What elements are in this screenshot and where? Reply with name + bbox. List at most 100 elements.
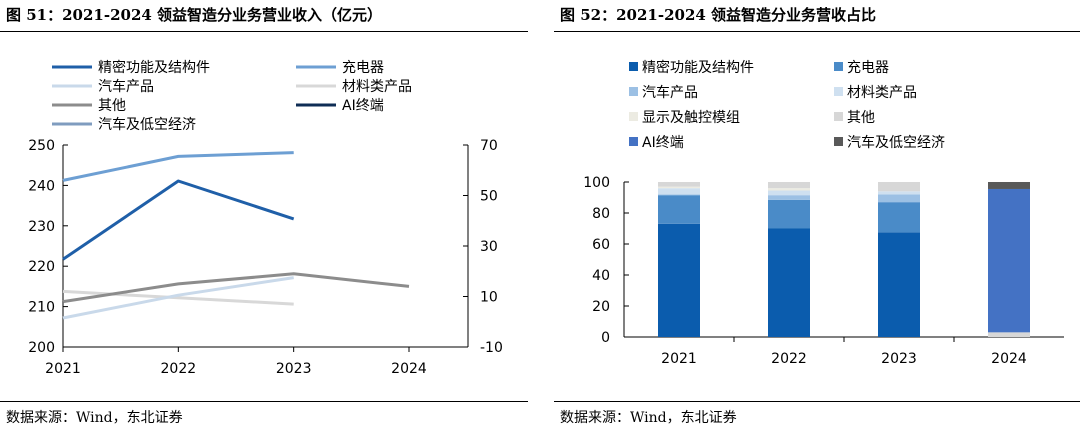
y-tick-label: 0 [601, 330, 610, 346]
legend-label: 精密功能及结构件 [642, 59, 754, 76]
legend-item: 材料类产品 [834, 85, 917, 101]
legend-label: 其他 [847, 110, 875, 126]
x-tick-label: 2024 [991, 351, 1027, 367]
x-tick-label: 2023 [881, 351, 917, 367]
series-line [62, 289, 294, 306]
y-tick-label: 80 [592, 206, 610, 222]
legend-label: AI终端 [642, 135, 684, 151]
legend-label: 充电器 [847, 60, 889, 76]
bar-segment [768, 188, 810, 191]
y-tick-label: 60 [592, 237, 610, 253]
top-rule [554, 31, 1080, 32]
legend-item: 显示及触控模组 [629, 110, 740, 126]
legend-swatch [629, 62, 638, 71]
legend-item: 汽车及低空经济 [834, 134, 945, 151]
legend-label: AI终端 [342, 98, 384, 114]
data-source: 数据来源：Wind，东北证券 [6, 410, 183, 426]
right-figure: 图 52：2021-2024 领益智造分业务营收占比 精密功能及结构件 充电器汽车… [554, 0, 1080, 431]
y-right-tick-label: 50 [480, 189, 498, 205]
x-tick-label: 2024 [391, 361, 427, 377]
legend-swatch [629, 112, 638, 121]
legend-label: 精密功能及结构件 [98, 59, 210, 76]
legend-item: 汽车产品 [629, 84, 698, 101]
legend-swatch [629, 137, 638, 146]
legend-swatch [629, 87, 638, 96]
bar-segment [878, 182, 920, 192]
legend-label: 其他 [98, 98, 126, 114]
y-right-tick-label: 70 [480, 138, 498, 154]
legend-item: 充电器 [296, 60, 384, 76]
y-tick-label: 40 [592, 268, 610, 284]
y-left-tick-label: 230 [28, 219, 55, 235]
series-line [62, 276, 294, 320]
bar-segment [658, 186, 700, 189]
bar-segment [878, 202, 920, 233]
y-left-tick-label: 250 [28, 138, 55, 154]
bar-segment [988, 182, 1030, 189]
bar-segment [988, 332, 1030, 337]
legend-item: 精密功能及结构件 [52, 59, 210, 76]
legend-item: 充电器 [834, 60, 889, 76]
bar-segment [988, 188, 1030, 333]
bar-segment [878, 194, 920, 203]
legend-item: 其他 [834, 110, 875, 126]
legend-item: AI终端 [629, 135, 684, 151]
y-left-tick-label: 220 [28, 259, 55, 275]
legend-swatch [834, 62, 843, 71]
y-left-tick-label: 210 [28, 300, 55, 316]
legend-swatch [834, 87, 843, 96]
x-tick-label: 2022 [161, 361, 197, 377]
legend-label: 汽车及低空经济 [847, 134, 945, 151]
figure-title: 图 51：2021-2024 领益智造分业务营业收入（亿元） [6, 6, 383, 24]
series-line [62, 179, 295, 261]
x-tick-label: 2021 [45, 361, 81, 377]
y-left-tick-label: 200 [28, 340, 55, 356]
legend-label: 材料类产品 [847, 85, 917, 101]
bar-segment [768, 195, 810, 200]
legend-label: 材料类产品 [342, 79, 412, 95]
legend-item: 材料类产品 [296, 79, 412, 95]
bar-segment [768, 182, 810, 189]
y-right-tick-label: 10 [480, 290, 498, 306]
legend-label: 显示及触控模组 [642, 110, 740, 126]
legend-swatch [834, 112, 843, 121]
data-source: 数据来源：Wind，东北证券 [560, 410, 737, 426]
bar-segment [878, 191, 920, 195]
legend-label: 汽车产品 [98, 78, 154, 95]
legend-item: 精密功能及结构件 [629, 59, 754, 76]
series-line [62, 272, 410, 304]
x-tick-label: 2022 [771, 351, 807, 367]
legend-swatch [834, 137, 843, 146]
bar-segment [658, 188, 700, 195]
y-tick-label: 100 [583, 175, 610, 191]
bar-segment [768, 199, 810, 229]
legend-label: 汽车及低空经济 [98, 116, 196, 133]
series-line [62, 151, 294, 182]
y-left-tick-label: 240 [28, 178, 55, 194]
y-tick-label: 20 [592, 299, 610, 315]
legend-label: 汽车产品 [642, 84, 698, 101]
x-tick-label: 2021 [661, 351, 697, 367]
bar-segment [658, 195, 700, 224]
bar-segment [658, 182, 700, 187]
bar-segment [878, 232, 920, 337]
legend-item: 汽车及低空经济 [52, 116, 196, 133]
bar-segment [658, 194, 700, 196]
legend-item: AI终端 [296, 98, 384, 114]
legend-item: 汽车产品 [52, 78, 154, 95]
y-right-tick-label: -10 [480, 340, 503, 356]
figure-title: 图 52：2021-2024 领益智造分业务营收占比 [560, 6, 877, 24]
bar-segment [768, 190, 810, 196]
legend-item: 其他 [52, 98, 126, 114]
legend-label: 充电器 [342, 60, 384, 76]
left-figure: 图 51：2021-2024 领益智造分业务营业收入（亿元） 精密功能及结构件 充… [0, 0, 528, 431]
bottom-rule [554, 401, 1080, 402]
bar-segment [658, 223, 700, 337]
bar-segment [768, 228, 810, 337]
top-rule [0, 31, 528, 32]
bottom-rule [0, 401, 528, 402]
y-right-tick-label: 30 [480, 239, 498, 255]
x-tick-label: 2023 [276, 361, 312, 377]
